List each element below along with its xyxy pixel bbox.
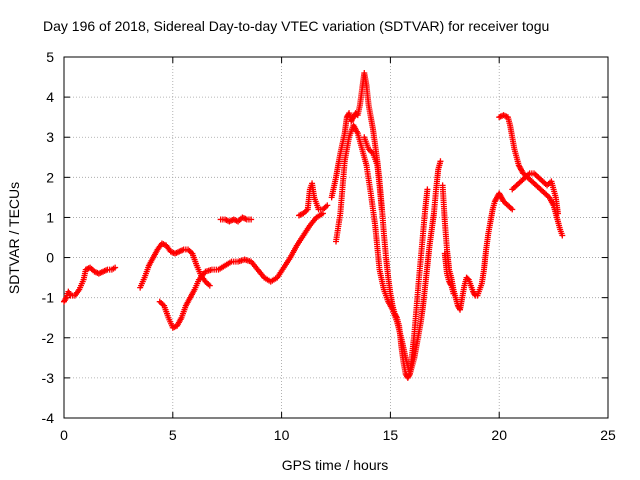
y-tick-label: 3 <box>46 129 54 145</box>
data-point <box>554 210 561 217</box>
y-tick-label: 4 <box>46 89 54 105</box>
data-point <box>471 291 478 298</box>
y-tick-label: -2 <box>42 330 55 346</box>
data-point <box>62 296 69 303</box>
y-tick-label: -1 <box>42 290 55 306</box>
plot-frame <box>63 56 609 419</box>
x-tick-label: 25 <box>600 427 616 443</box>
axis-ticks <box>63 56 609 419</box>
data-point <box>66 291 73 298</box>
y-tick-label: 1 <box>46 209 54 225</box>
y-tick-label: 5 <box>46 49 54 65</box>
y-tick-labels: -4 -3 -2 -1 0 1 2 3 4 5 <box>42 49 55 426</box>
y-tick-label: 0 <box>46 250 54 266</box>
x-tick-label: 15 <box>383 427 399 443</box>
y-tick-label: -4 <box>42 410 55 426</box>
y-tick-label: -3 <box>42 370 55 386</box>
data-point <box>378 206 385 213</box>
x-tick-label: 5 <box>169 427 177 443</box>
data-point <box>324 202 331 209</box>
data-point <box>437 158 444 165</box>
data-point <box>464 275 471 282</box>
x-tick-labels: 0 5 10 15 20 25 <box>60 427 616 443</box>
data-point <box>112 264 119 271</box>
x-tick-label: 10 <box>274 427 290 443</box>
data-point <box>248 216 255 223</box>
y-axis-label: SDTVAR / TECUs <box>6 181 22 295</box>
chart-title: Day 196 of 2018, Sidereal Day-to-day VTE… <box>43 18 550 34</box>
x-tick-label: 20 <box>491 427 507 443</box>
data-point <box>559 232 566 239</box>
data-point <box>447 281 454 288</box>
data-point <box>450 290 457 297</box>
y-tick-label: 2 <box>46 169 54 185</box>
data-point <box>424 186 431 193</box>
data-point <box>509 206 516 213</box>
x-tick-label: 0 <box>60 427 68 443</box>
data-point <box>206 282 213 289</box>
data-points <box>61 70 566 381</box>
x-axis-label: GPS time / hours <box>281 457 389 473</box>
